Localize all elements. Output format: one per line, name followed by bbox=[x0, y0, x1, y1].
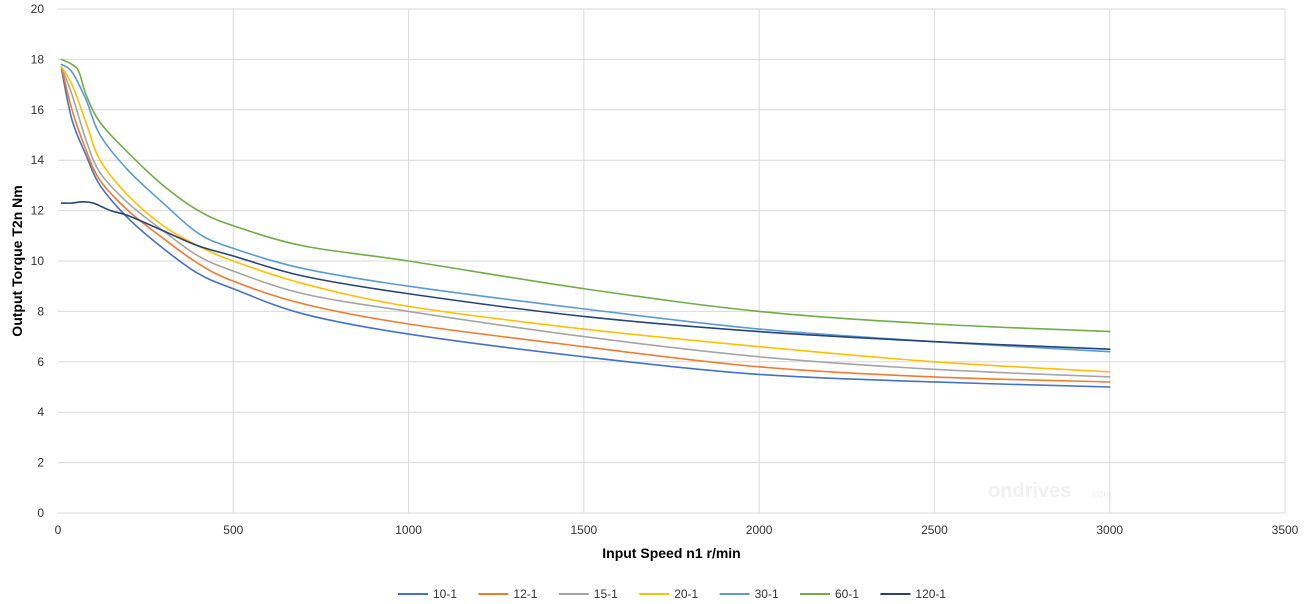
x-tick-label: 1000 bbox=[395, 523, 422, 537]
legend-label: 30-1 bbox=[755, 587, 779, 601]
x-tick-label: 3000 bbox=[1096, 523, 1123, 537]
legend-item-10-1: 10-1 bbox=[398, 587, 457, 601]
legend-item-15-1: 15-1 bbox=[558, 587, 618, 601]
series-line-30-1 bbox=[60, 63, 1111, 353]
x-axis-title: Input Speed n1 r/min bbox=[602, 545, 740, 561]
legend-label: 60-1 bbox=[835, 587, 859, 601]
series-line-60-1 bbox=[60, 58, 1111, 333]
legend-item-12-1: 12-1 bbox=[478, 587, 538, 601]
y-tick-label: 2 bbox=[37, 456, 44, 470]
series-line-15-1 bbox=[60, 66, 1111, 378]
series-line-10-1 bbox=[60, 68, 1111, 388]
y-tick-label: 18 bbox=[31, 52, 45, 66]
legend: 10-1 12-1 15-1 20-1 30-1 60-1 120-1 bbox=[398, 587, 946, 601]
legend-label: 12-1 bbox=[513, 587, 537, 601]
legend-item-20-1: 20-1 bbox=[639, 587, 699, 601]
series-line-20-1 bbox=[60, 66, 1111, 373]
watermark-suffix: .com bbox=[1090, 489, 1112, 500]
x-tick-label: 2500 bbox=[921, 523, 948, 537]
legend-label: 120-1 bbox=[915, 587, 946, 601]
y-tick-label: 20 bbox=[31, 2, 45, 16]
legend-item-30-1: 30-1 bbox=[719, 587, 779, 601]
series-line-12-1 bbox=[60, 66, 1111, 383]
y-tick-label: 10 bbox=[31, 254, 45, 268]
y-tick-label: 8 bbox=[37, 304, 44, 318]
x-axis-ticks: 0 500 1000 1500 2000 2500 3000 3500 bbox=[55, 523, 1299, 537]
x-tick-label: 500 bbox=[223, 523, 243, 537]
y-tick-label: 4 bbox=[37, 405, 44, 419]
y-axis-title: Output Torque T2n Nm bbox=[9, 185, 25, 336]
y-axis-ticks: 0 2 4 6 8 10 12 14 16 18 20 bbox=[31, 2, 45, 520]
legend-label: 15-1 bbox=[594, 587, 618, 601]
x-tick-label: 3500 bbox=[1272, 523, 1299, 537]
legend-label: 10-1 bbox=[433, 587, 457, 601]
legend-item-60-1: 60-1 bbox=[800, 587, 859, 601]
watermark-text: ondrives bbox=[988, 480, 1071, 502]
y-tick-label: 0 bbox=[37, 506, 44, 520]
y-tick-label: 12 bbox=[31, 204, 45, 218]
y-tick-label: 6 bbox=[37, 355, 44, 369]
y-tick-label: 14 bbox=[31, 153, 45, 167]
x-tick-label: 0 bbox=[55, 523, 62, 537]
legend-label: 20-1 bbox=[674, 587, 698, 601]
x-tick-label: 2000 bbox=[746, 523, 773, 537]
watermark: ondrives .com bbox=[988, 480, 1112, 502]
legend-item-120-1: 120-1 bbox=[880, 587, 946, 601]
series-lines bbox=[60, 58, 1111, 388]
x-tick-label: 1500 bbox=[571, 523, 598, 537]
gridlines bbox=[58, 8, 1286, 513]
y-tick-label: 16 bbox=[31, 103, 45, 117]
series-line-120-1 bbox=[60, 200, 1111, 350]
